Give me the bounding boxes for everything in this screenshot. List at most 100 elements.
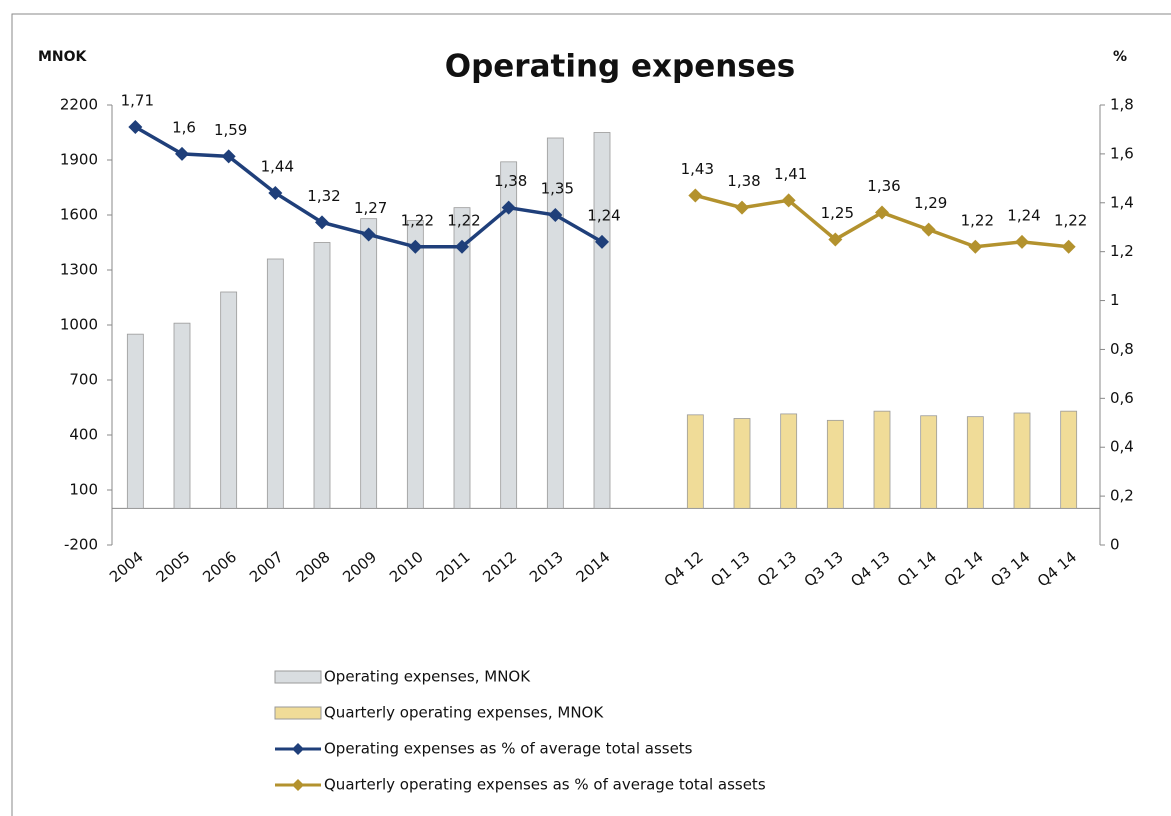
marker bbox=[315, 215, 329, 230]
x-tick-label: 2010 bbox=[386, 548, 427, 586]
y-axis-label: MNOK bbox=[38, 49, 88, 65]
data-label: 1,59 bbox=[214, 121, 247, 139]
marker bbox=[921, 222, 936, 237]
y2-tick-label: 1,6 bbox=[1110, 144, 1134, 162]
bar bbox=[266, 258, 284, 509]
frame bbox=[11, 13, 1171, 816]
y2-tick-label: 1,2 bbox=[1110, 242, 1134, 260]
data-label: 1,6 bbox=[172, 118, 196, 136]
y-tick-label: 1300 bbox=[60, 261, 98, 279]
y2-tick-label: 0,6 bbox=[1110, 389, 1134, 407]
y-tick-label: 1600 bbox=[60, 206, 98, 224]
bar bbox=[453, 207, 471, 509]
data-label: 1,43 bbox=[681, 160, 714, 178]
marker bbox=[175, 146, 189, 161]
y-tick-label: 400 bbox=[69, 426, 98, 444]
legend-label: Operating expenses, MNOK bbox=[324, 668, 531, 686]
bar bbox=[780, 413, 798, 509]
marker bbox=[781, 193, 796, 208]
data-label: 1,38 bbox=[727, 172, 760, 190]
data-label: 1,41 bbox=[774, 165, 807, 183]
bar bbox=[406, 220, 424, 509]
data-label: 1,24 bbox=[587, 206, 620, 224]
y2-tick-label: 1,8 bbox=[1110, 96, 1134, 114]
bar bbox=[733, 418, 751, 509]
marker bbox=[735, 200, 749, 215]
x-tick-label: Q4 13 bbox=[847, 548, 893, 591]
legend-marker bbox=[292, 743, 304, 755]
y2-tick-label: 0 bbox=[1110, 536, 1120, 554]
data-label: 1,22 bbox=[447, 211, 480, 229]
data-label: 1,38 bbox=[494, 172, 527, 190]
bar bbox=[500, 161, 518, 509]
x-tick-label: Q3 14 bbox=[987, 548, 1033, 591]
data-label: 1,25 bbox=[821, 204, 854, 222]
legend-label: Quarterly operating expenses as % of ave… bbox=[324, 776, 766, 794]
x-tick-label: Q3 13 bbox=[801, 548, 847, 591]
y2-tick-label: 0,4 bbox=[1110, 438, 1134, 456]
bar bbox=[220, 291, 238, 509]
data-label: 1,71 bbox=[121, 92, 154, 110]
data-label: 1,27 bbox=[354, 199, 387, 217]
marker bbox=[595, 234, 609, 249]
bar bbox=[1060, 410, 1078, 509]
y-tick-label: 700 bbox=[69, 371, 98, 389]
marker bbox=[688, 188, 703, 203]
data-label: 1,35 bbox=[541, 180, 574, 198]
bar bbox=[686, 414, 704, 509]
bar bbox=[920, 415, 938, 509]
marker bbox=[828, 232, 843, 247]
marker bbox=[408, 239, 423, 254]
data-label: 1,29 bbox=[914, 194, 947, 212]
legend-swatch bbox=[274, 670, 322, 684]
marker bbox=[875, 205, 889, 220]
data-label: 1,36 bbox=[867, 177, 900, 195]
x-tick-label: 2006 bbox=[199, 548, 240, 586]
x-tick-label: 2008 bbox=[293, 548, 334, 586]
bar bbox=[966, 416, 984, 509]
x-tick-label: Q1 14 bbox=[894, 548, 940, 591]
bar bbox=[126, 333, 144, 509]
marker bbox=[1061, 239, 1076, 254]
y-tick-label: 1000 bbox=[60, 316, 98, 334]
marker bbox=[361, 227, 376, 242]
x-tick-label: 2011 bbox=[433, 548, 474, 586]
bar bbox=[173, 322, 191, 509]
bar bbox=[360, 218, 378, 509]
x-tick-label: 2009 bbox=[339, 548, 380, 586]
x-tick-label: Q4 12 bbox=[661, 548, 707, 591]
x-tick-label: Q1 13 bbox=[707, 548, 753, 591]
marker bbox=[221, 149, 236, 164]
x-tick-label: 2014 bbox=[573, 548, 614, 586]
legend-marker bbox=[292, 779, 304, 791]
y2-tick-label: 0,8 bbox=[1110, 340, 1134, 358]
x-tick-label: Q2 14 bbox=[941, 548, 987, 591]
legend-swatch bbox=[274, 706, 322, 720]
bar bbox=[313, 242, 331, 509]
bar bbox=[873, 410, 891, 509]
y-tick-label: 1900 bbox=[60, 151, 98, 169]
y2-axis-label: % bbox=[1113, 49, 1127, 65]
marker bbox=[968, 239, 983, 254]
marker bbox=[128, 120, 143, 134]
data-label: 1,22 bbox=[401, 211, 434, 229]
chart-title: Operating expenses bbox=[445, 49, 796, 85]
bar bbox=[826, 419, 844, 509]
data-label: 1,22 bbox=[961, 211, 994, 229]
bar bbox=[1013, 412, 1031, 509]
y2-tick-label: 1,4 bbox=[1110, 193, 1134, 211]
marker bbox=[501, 200, 516, 215]
y-tick-label: -200 bbox=[64, 536, 98, 554]
y2-tick-label: 1 bbox=[1110, 291, 1120, 309]
x-tick-label: 2012 bbox=[479, 548, 520, 586]
x-tick-label: 2007 bbox=[246, 548, 287, 586]
marker bbox=[455, 239, 469, 254]
x-tick-label: 2013 bbox=[526, 548, 567, 586]
data-label: 1,32 bbox=[307, 187, 340, 205]
x-tick-label: Q2 13 bbox=[754, 548, 800, 591]
legend-label: Operating expenses as % of average total… bbox=[324, 740, 693, 758]
legend-label: Quarterly operating expenses, MNOK bbox=[324, 704, 604, 722]
x-tick-label: Q4 14 bbox=[1034, 548, 1080, 591]
x-tick-label: 2004 bbox=[106, 548, 147, 586]
